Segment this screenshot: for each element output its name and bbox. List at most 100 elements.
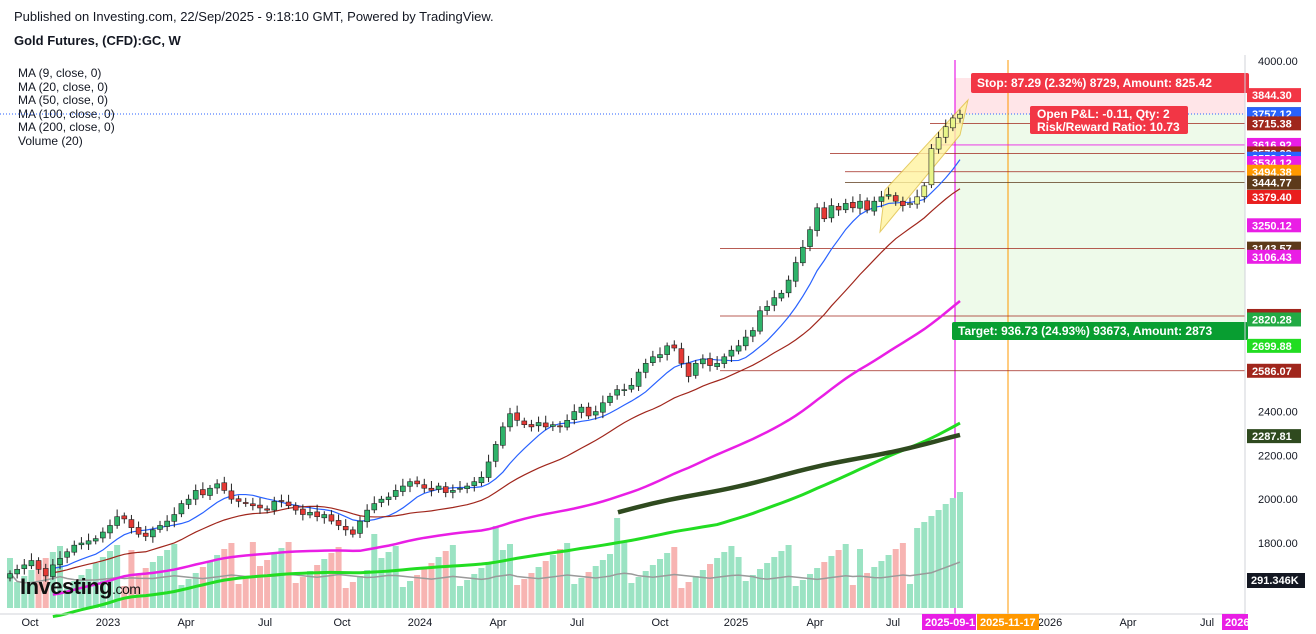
volume-bar (928, 516, 935, 608)
candle (257, 497, 263, 514)
candle (800, 239, 806, 267)
volume-bar (264, 560, 271, 608)
candle (114, 509, 120, 529)
volume-bar (235, 584, 242, 608)
svg-text:3250.12: 3250.12 (1252, 220, 1292, 232)
legend-ma50[interactable]: MA (50, close, 0) (18, 93, 109, 107)
svg-text:Risk/Reward Ratio: 10.73: Risk/Reward Ratio: 10.73 (1037, 120, 1180, 134)
candle (371, 496, 378, 514)
volume-bar (535, 567, 542, 608)
pnl-label[interactable]: Open P&L: -0.11, Qty: 2 Risk/Reward Rati… (1030, 106, 1188, 134)
legend-volume[interactable]: Volume (20) (18, 133, 83, 148)
legend-ma200[interactable]: MA (200, close, 0) (18, 120, 115, 134)
volume-bar (849, 585, 856, 608)
volume-bar (699, 570, 706, 608)
volume-bar (749, 575, 756, 608)
target-label[interactable]: Target: 936.73 (24.93%) 93673, Amount: 2… (952, 322, 1248, 340)
candle (142, 525, 149, 542)
price-label: 2287.81 (1247, 429, 1301, 444)
x-tick-label: Apr (489, 617, 506, 629)
candle (528, 419, 535, 432)
candle (457, 480, 463, 493)
volume-bar (735, 557, 742, 608)
candle (421, 478, 428, 493)
price-label: 3379.40 (1247, 189, 1301, 204)
candle (721, 353, 728, 369)
candle (492, 441, 499, 468)
candle (207, 484, 213, 501)
volume-bar (714, 558, 721, 608)
ma-100-line (52, 421, 961, 619)
candle (885, 187, 892, 200)
candle (100, 527, 106, 543)
legend-ma9[interactable]: MA (9, close, 0) (18, 66, 102, 80)
candle (400, 478, 406, 497)
legend-ma20[interactable]: MA (20, close, 0) (18, 79, 109, 94)
svg-text:291.346K: 291.346K (1251, 575, 1299, 587)
candle (957, 109, 963, 123)
price-label: 2820.28 (1247, 312, 1301, 327)
svg-text:Target: 936.73 (24.93%) 93673,: Target: 936.73 (24.93%) 93673, Amount: 2… (958, 324, 1212, 338)
y-tick-label: 2200.00 (1258, 450, 1298, 462)
svg-text:Open P&L: -0.11, Qty: 2: Open P&L: -0.11, Qty: 2 (1037, 107, 1170, 121)
volume-bar (792, 586, 799, 608)
price-label: 3844.30 (1247, 88, 1301, 103)
volume-bar (914, 528, 921, 608)
price-label: 3250.12 (1247, 218, 1301, 233)
price-axis[interactable]: 1800.00 2000.00 2200.00 2400.00 4000.00 3844.… (1244, 55, 1301, 614)
volume-bar (685, 582, 692, 608)
candle (407, 478, 413, 493)
candle (614, 385, 620, 400)
volume-bar (442, 551, 449, 608)
volume-bar (42, 558, 49, 608)
candle (550, 421, 556, 432)
candle (350, 526, 356, 538)
volume-bar (71, 581, 78, 608)
candle (342, 519, 349, 536)
volume-bar (485, 562, 492, 608)
volume-bar (135, 574, 142, 608)
volume-bar (721, 552, 728, 608)
volume-bar (307, 571, 313, 608)
candle (842, 198, 849, 214)
volume-bar (871, 567, 878, 608)
volume-bar (357, 576, 363, 608)
candle (278, 494, 285, 508)
volume-bar (571, 584, 578, 608)
volume-bar (757, 569, 763, 608)
volume-bar (321, 559, 328, 608)
candle (57, 551, 63, 570)
svg-text:Stop: 87.29 (2.32%) 8729, Amou: Stop: 87.29 (2.32%) 8729, Amount: 825.42 (977, 76, 1212, 90)
volume-bar (457, 586, 463, 608)
volume-bar (521, 579, 528, 608)
candle (228, 483, 235, 504)
svg-text:3715.38: 3715.38 (1252, 118, 1292, 130)
ma-50-line (52, 300, 961, 596)
volume-bar (592, 566, 599, 608)
x-tick-label: Jul (1200, 617, 1214, 629)
candle (392, 484, 399, 500)
volume-bar (621, 542, 628, 608)
volume-bar (335, 547, 342, 608)
x-tick-label: 2023 (96, 617, 120, 629)
target-zone (955, 114, 1245, 338)
volume-bar (128, 550, 135, 608)
volume-bar (728, 546, 735, 608)
candle (821, 201, 828, 223)
candle (707, 352, 713, 372)
candle (778, 289, 785, 302)
candle (871, 196, 878, 216)
volume-bar (364, 570, 371, 608)
svg-text:3379.40: 3379.40 (1252, 192, 1292, 204)
stop-label[interactable]: Stop: 87.29 (2.32%) 8729, Amount: 825.42 (971, 73, 1249, 93)
y-tick-label: 2000.00 (1258, 494, 1298, 506)
candle (785, 275, 792, 298)
candle (78, 537, 85, 550)
candle (907, 197, 913, 209)
volume-bar (585, 572, 592, 608)
candle (250, 497, 256, 511)
candle (485, 454, 492, 483)
time-label-future: 2025-11-17 (977, 614, 1039, 630)
time-axis[interactable]: Oct 2023 Apr Jul Oct 2024 Apr Jul Oct 2025 Apr Jul 2… (0, 613, 1249, 630)
